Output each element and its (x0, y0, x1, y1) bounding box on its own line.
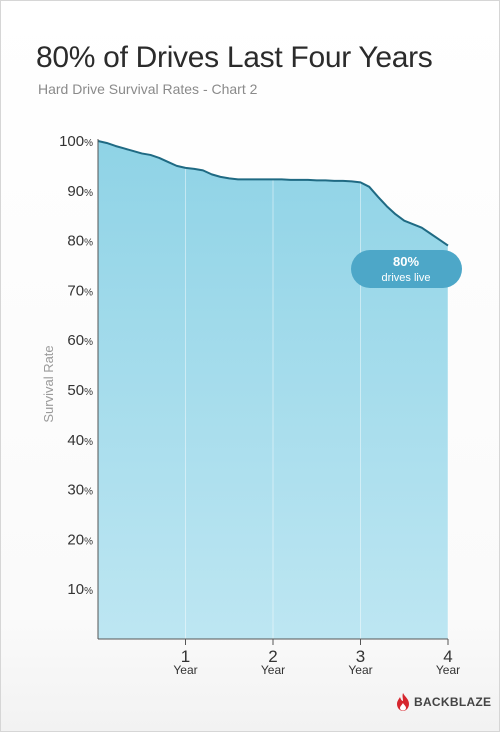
y-tick-label: 90% (67, 183, 93, 200)
y-tick-label: 40% (67, 432, 93, 449)
brand-logo: BACKBLAZE (396, 693, 491, 711)
y-tick-label: 80% (67, 233, 93, 250)
x-tick-sublabel: Year (436, 663, 460, 677)
x-tick-sublabel: Year (173, 663, 197, 677)
callout-text: drives live (382, 272, 431, 284)
chart-title: 80% of Drives Last Four Years (36, 41, 433, 74)
y-tick-label: 30% (67, 482, 93, 499)
x-tick-label: 4 (443, 647, 452, 666)
y-tick-label: 20% (67, 531, 93, 548)
x-tick-label: 3 (356, 647, 365, 666)
x-tick-sublabel: Year (261, 663, 285, 677)
x-tick-sublabel: Year (348, 663, 372, 677)
axis-layer (97, 139, 448, 640)
x-tick-label: 1 (181, 647, 190, 666)
grid-layer (185, 167, 449, 645)
y-tick-label: 50% (67, 382, 93, 399)
survival-line (97, 140, 449, 247)
line-layer (97, 140, 449, 247)
y-tick-label: 60% (67, 332, 93, 349)
y-tick-labels: 10% 20% 30% 40% 50% 60% 70% 80% 90% 100% (59, 133, 93, 598)
brand-name: BACKBLAZE (414, 695, 492, 709)
y-tick-label: 100% (59, 133, 93, 150)
flame-icon (397, 693, 409, 711)
x-tick-label: 2 (268, 647, 277, 666)
y-tick-label: 70% (67, 282, 93, 299)
callout-badge: 80% drives live (351, 250, 462, 288)
callout-value: 80% (393, 254, 419, 269)
chart-subtitle: Hard Drive Survival Rates - Chart 2 (38, 81, 258, 97)
y-tick-label: 10% (67, 581, 93, 598)
y-axis-label: Survival Rate (41, 345, 56, 422)
